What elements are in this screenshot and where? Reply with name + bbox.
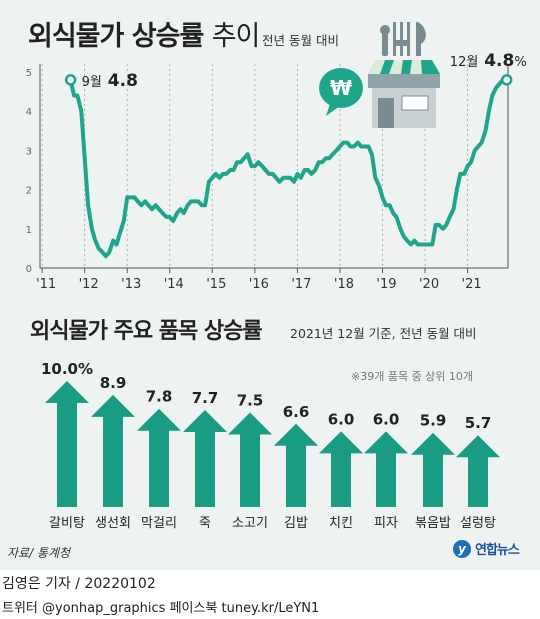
xtick-label: '11 (36, 277, 56, 292)
bar-category-label: 치킨 (329, 516, 353, 531)
bar-value-label: 5.9 (420, 412, 447, 430)
end-point-marker (500, 74, 513, 86)
bar-category-label: 소고기 (232, 516, 268, 531)
end-value: 4.8 (478, 51, 514, 71)
yonhap-logo: y 연합뉴스 (453, 539, 520, 558)
bar-arrow (137, 408, 181, 507)
xtick-label: '19 (376, 277, 396, 292)
end-annotation: 12월 4.8% (450, 51, 527, 71)
bar-category-label: 김밥 (284, 516, 308, 531)
line-chart-title: 외식물가 상승률 추이 (28, 14, 261, 53)
bar-category-label: 볶음밥 (415, 516, 451, 531)
start-value: 4.8 (102, 71, 138, 91)
bar-chart-title: 외식물가 주요 품목 상승률 (30, 319, 263, 344)
start-month: 9월 (82, 75, 102, 90)
bar-arrow (456, 435, 500, 507)
bar-value-label: 5.7 (465, 414, 492, 432)
line-chart-yticks: 0 1 2 3 4 5 (26, 68, 32, 275)
bar-arrow (319, 431, 363, 507)
bar-value-label: 6.0 (328, 410, 355, 428)
xtick-label: '17 (291, 277, 311, 292)
bar-arrow (364, 431, 408, 507)
bar-arrow (183, 410, 227, 507)
xtick-label: '16 (249, 277, 269, 292)
xtick-label: '14 (164, 277, 184, 292)
bar-category-label: 막걸리 (141, 516, 177, 531)
xtick-label: '12 (79, 277, 99, 292)
bar-arrow (91, 394, 135, 507)
ytick-label: 2 (26, 186, 32, 197)
bar-value-label: 7.7 (192, 389, 219, 407)
won-bubble-icon: ₩ (319, 68, 363, 116)
line-chart-xticks: '11 '12 '13 '14 '15 '16 '17 '18 '19 '20 '21 (36, 277, 482, 292)
source-label: 자료/ 통계청 (7, 546, 71, 560)
yonhap-logo-text: 연합뉴스 (475, 543, 520, 558)
bar-chart-note: ※39개 품목 중 상위 10개 (351, 370, 474, 383)
line-chart-series (64, 74, 513, 259)
social-credit: 트위터 @yonhap_graphics 페이스북 tuney.kr/LeYN1 (2, 601, 320, 616)
start-point-marker (64, 74, 77, 86)
ytick-label: 1 (26, 225, 32, 236)
ytick-label: 5 (26, 68, 32, 79)
ytick-label: 3 (26, 146, 32, 157)
charts-canvas: 0 1 2 3 4 5 '11 '12 '13 '14 '15 '16 '17 '18 '19 '20 '21… (26, 22, 527, 531)
bar-category-label: 갈비탕 (49, 516, 85, 531)
rate-line (68, 77, 509, 259)
bar-category-label: 피자 (374, 516, 398, 531)
line-chart-axes (39, 64, 509, 269)
bar-category-label: 생선회 (95, 516, 131, 531)
line-chart-title-light: 추이 (211, 21, 261, 52)
bar-value-label: 6.6 (283, 403, 310, 421)
xtick-label: '21 (462, 277, 482, 292)
bar-category-label: 설렁탕 (460, 516, 496, 531)
yonhap-logo-icon: y (453, 539, 471, 558)
bar-category-label: 죽 (199, 516, 211, 531)
reporter-credit: 김영은 기자 / 20220102 (2, 576, 156, 592)
line-chart-title-bold: 외식물가 상승률 (28, 21, 204, 52)
restaurant-icon (368, 22, 440, 128)
bar-value-label: 10.0% (41, 360, 93, 378)
bar-arrow (228, 412, 272, 507)
line-chart-frame (39, 64, 509, 269)
start-annotation: 9월 4.8 (82, 71, 138, 91)
xtick-label: '18 (334, 277, 354, 292)
end-month: 12월 (450, 55, 479, 70)
bar-arrow (411, 432, 455, 507)
bar-value-label: 6.0 (373, 410, 400, 428)
line-chart-subtitle: 전년 동월 대비 (262, 33, 339, 48)
bar-value-label: 7.8 (146, 388, 173, 406)
ytick-label: 0 (26, 264, 32, 275)
end-unit: % (514, 55, 526, 70)
bar-chart: 10.0% 갈비탕 8.9 생선회 7.8 막걸리 7.7 죽 7.5 소고기 6.6 김밥 6.0 치킨… (41, 360, 500, 531)
bar-arrow (45, 381, 89, 507)
background-panel (0, 0, 540, 570)
ytick-label: 4 (26, 107, 32, 118)
bar-chart-subtitle: 2021년 12월 기준, 전년 동월 대비 (290, 326, 477, 341)
xtick-label: '20 (419, 277, 439, 292)
bar-value-label: 8.9 (100, 374, 127, 392)
xtick-label: '15 (206, 277, 226, 292)
won-symbol: ₩ (330, 76, 352, 100)
bar-arrow (274, 423, 318, 507)
bar-value-label: 7.5 (237, 392, 264, 410)
xtick-label: '13 (121, 277, 141, 292)
